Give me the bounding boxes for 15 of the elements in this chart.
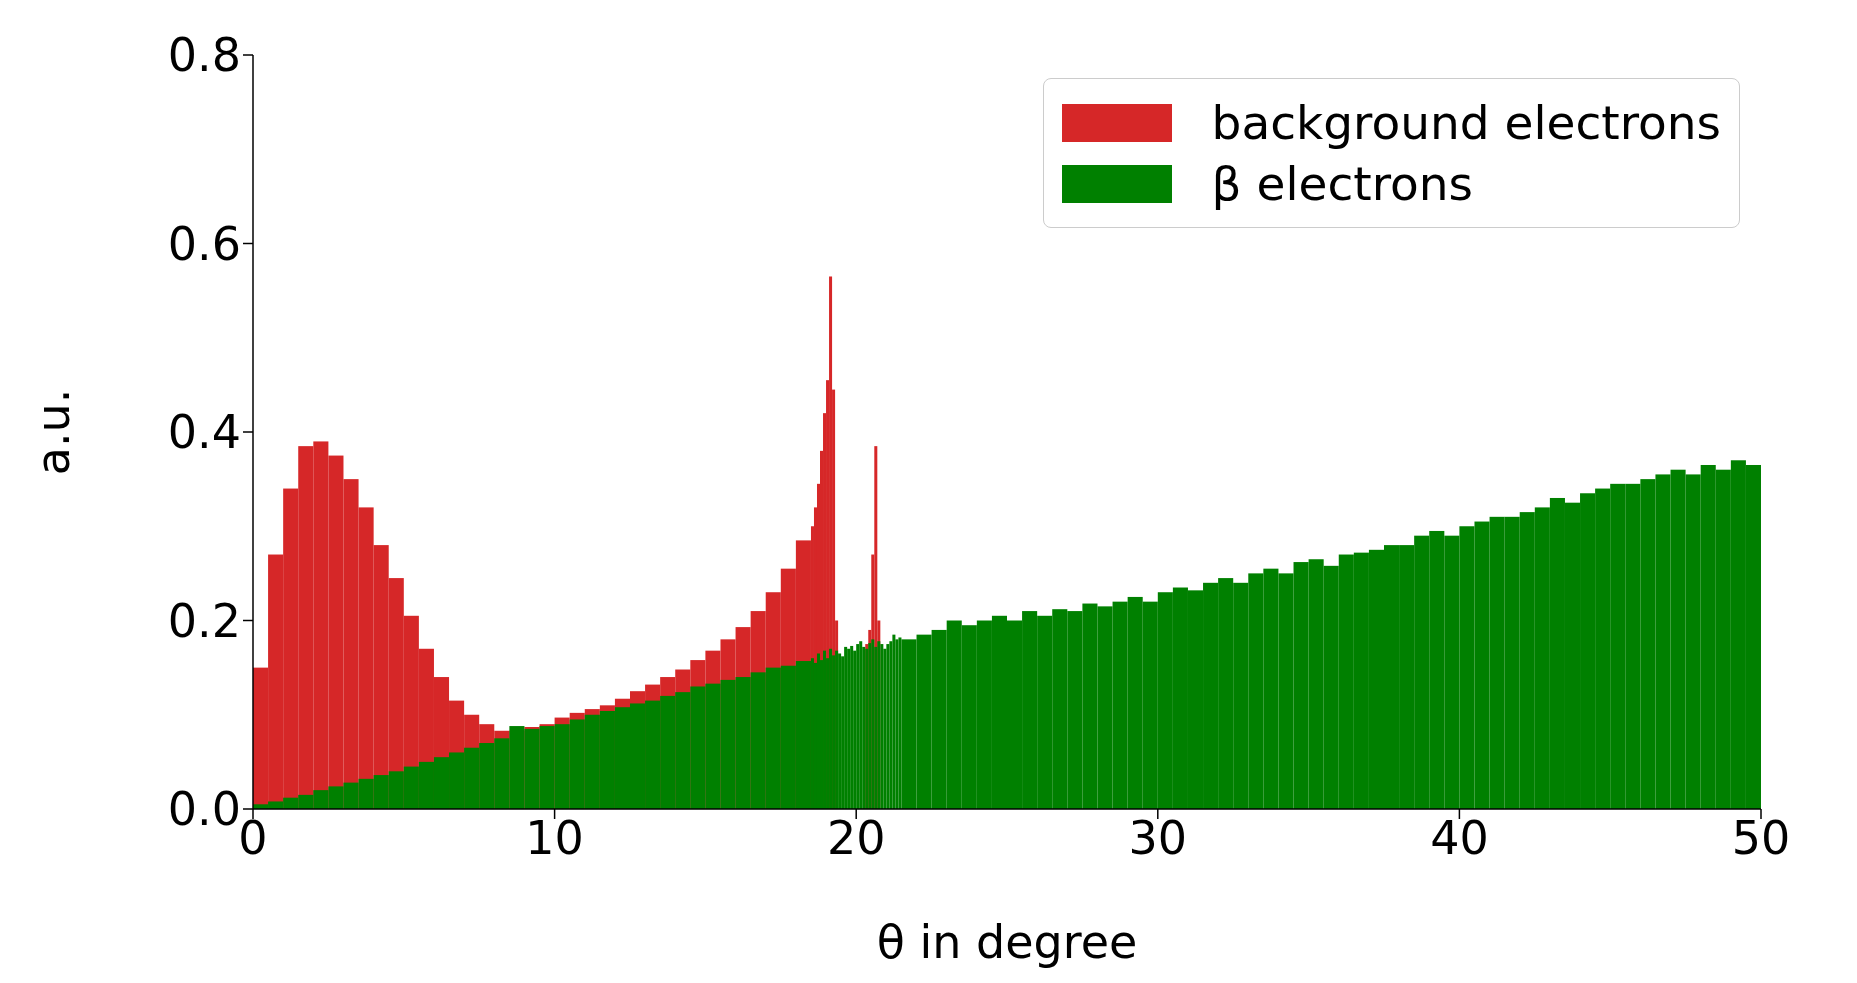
x-tick-label: 40 [1430,810,1489,865]
y-tick-label: 0.4 [167,405,241,460]
y-tick-label: 0.0 [167,782,241,837]
x-tick-label: 0 [238,810,268,865]
y-tick-label: 0.2 [167,593,241,648]
x-tick-label: 10 [525,810,584,865]
x-tick-label: 20 [826,810,886,865]
y-tick-label: 0.8 [167,28,241,83]
x-axis-title: θ in degree [876,915,1138,969]
legend-label: background electrons [1211,95,1721,150]
x-tick-label: 50 [1731,810,1791,865]
y-axis-title: a.u. [26,388,81,476]
x-tick-label: 30 [1128,810,1188,865]
y-tick-label: 0.6 [167,216,241,271]
legend-label: β electrons [1211,156,1474,211]
